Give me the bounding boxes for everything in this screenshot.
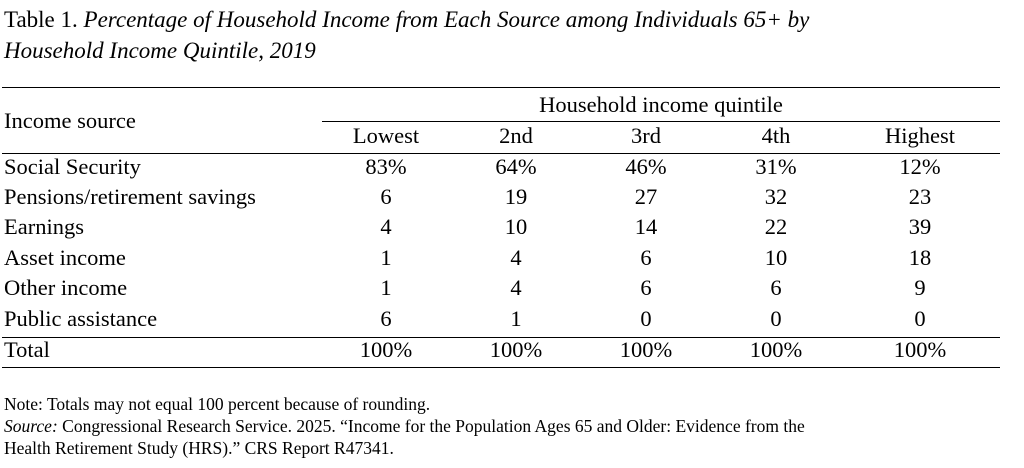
source-text-line1: Congressional Research Service. 2025. “I…	[57, 416, 805, 436]
row-label: Earnings	[4, 214, 84, 239]
table-cell: 32	[764, 184, 788, 209]
table-cell: 46%	[625, 154, 667, 179]
column-header: Highest	[885, 123, 955, 148]
title-prefix: Table 1.	[4, 7, 84, 32]
table-cell: 22	[764, 214, 788, 239]
row-label: Pensions/retirement savings	[4, 184, 256, 209]
row-label: Asset income	[4, 245, 126, 270]
table-cell: 4	[510, 275, 522, 300]
total-cell: 100%	[489, 337, 543, 362]
table-cell: 1	[380, 245, 392, 270]
table-cell: 0	[640, 306, 652, 331]
column-header: 2nd	[499, 123, 533, 148]
total-cell: 100%	[893, 337, 947, 362]
table-cell: 6	[640, 275, 652, 300]
total-cell: 100%	[359, 337, 413, 362]
table-cell: 0	[914, 306, 926, 331]
title-italic-line1: Percentage of Household Income from Each…	[83, 7, 810, 32]
total-label: Total	[4, 337, 50, 362]
row-label: Other income	[4, 275, 128, 300]
table-cell: 1	[380, 275, 392, 300]
column-header: Lowest	[352, 123, 420, 148]
table-bottom-rule	[2, 367, 1000, 368]
row-label: Public assistance	[4, 306, 158, 331]
table-cell: 10	[504, 214, 528, 239]
group-header-rule	[322, 121, 1000, 122]
table-cell: 6	[640, 245, 652, 270]
table-cell: 0	[770, 306, 782, 331]
table-title: Table 1. Percentage of Household Income …	[4, 4, 1004, 66]
table-cell: 6	[380, 306, 392, 331]
row-header-label: Income source	[4, 108, 136, 133]
table-cell: 39	[908, 214, 932, 239]
table-cell: 23	[908, 184, 932, 209]
table-cell: 1	[510, 306, 522, 331]
header-bottom-rule	[2, 153, 1000, 154]
table-top-rule	[2, 87, 1000, 88]
source-label: Source:	[4, 416, 58, 436]
table-cell: 4	[510, 245, 522, 270]
table-cell: 12%	[899, 154, 941, 179]
table-cell: 83%	[365, 154, 407, 179]
table-cell: 27	[634, 184, 658, 209]
note-text: Note: Totals may not equal 100 percent b…	[4, 394, 431, 414]
table-cell: 18	[908, 245, 932, 270]
source-text-line2: Health Retirement Study (HRS).” CRS Repo…	[4, 438, 394, 458]
table-cell: 10	[764, 245, 788, 270]
column-header: 3rd	[631, 123, 661, 148]
table-cell: 31%	[755, 154, 797, 179]
row-label: Social Security	[4, 154, 141, 179]
table-cell: 9	[914, 275, 926, 300]
table-cell: 6	[770, 275, 782, 300]
group-header: Household income quintile	[539, 92, 783, 117]
title-italic-line2: Household Income Quintile, 2019	[4, 38, 316, 63]
total-top-rule	[2, 337, 1000, 338]
source-note: Source: Congressional Research Service. …	[4, 415, 1014, 459]
table-cell: 4	[380, 214, 392, 239]
total-cell: 100%	[619, 337, 673, 362]
table-cell: 64%	[495, 154, 537, 179]
table-cell: 19	[504, 184, 528, 209]
table-cell: 14	[634, 214, 658, 239]
table-cell: 6	[380, 184, 392, 209]
total-cell: 100%	[749, 337, 803, 362]
column-header: 4th	[761, 123, 791, 148]
